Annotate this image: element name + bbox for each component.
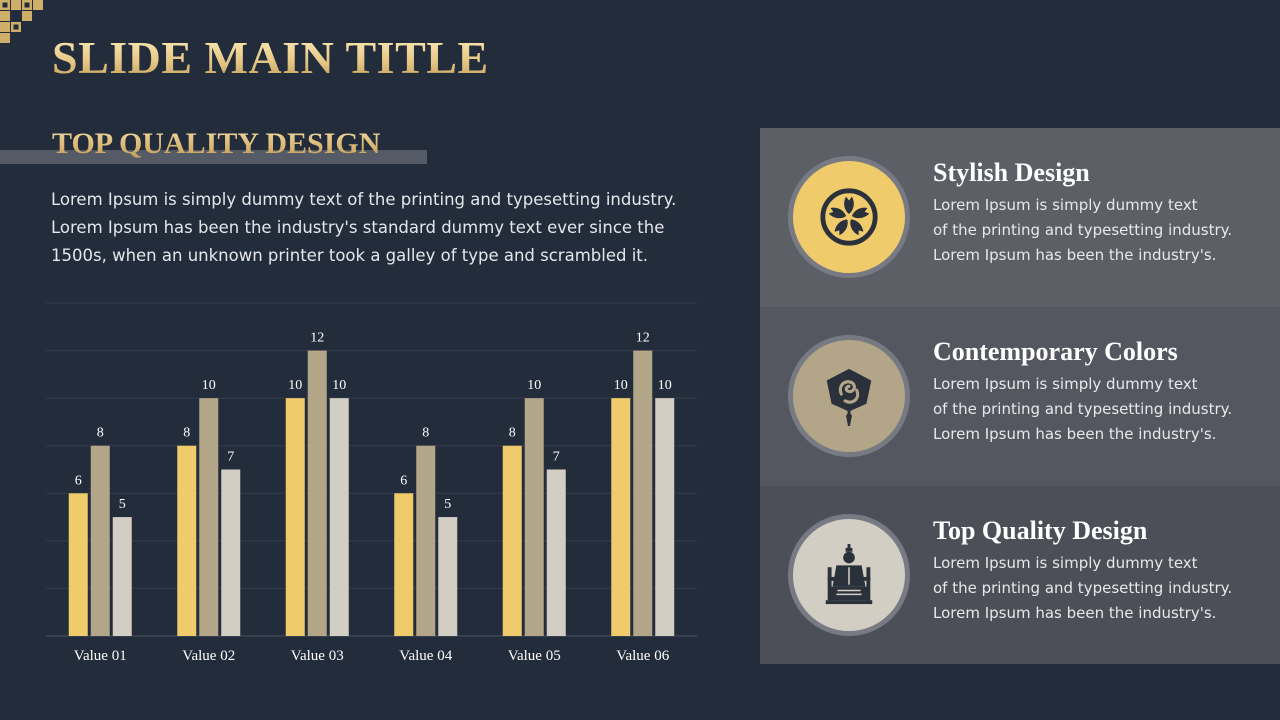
bar-value-label: 7 xyxy=(227,450,234,465)
bar xyxy=(90,445,110,636)
slide-title: SLIDE MAIN TITLE xyxy=(52,30,489,86)
bar-value-label: 10 xyxy=(288,378,302,393)
bar-value-label: 10 xyxy=(614,378,628,393)
bar xyxy=(68,493,88,636)
feature-description: Lorem Ipsum is simply dummy text of the … xyxy=(933,196,1233,264)
bar-value-label: 5 xyxy=(444,497,451,512)
bar xyxy=(524,398,544,636)
feature-description: Lorem Ipsum is simply dummy text of the … xyxy=(933,375,1233,443)
seated-emperor-icon xyxy=(825,544,873,605)
bar xyxy=(416,445,436,636)
bar-value-label: 10 xyxy=(332,378,346,393)
feature-description: Lorem Ipsum is simply dummy text of the … xyxy=(933,554,1233,622)
x-tick-label: Value 05 xyxy=(508,648,561,664)
bar xyxy=(438,517,458,636)
bar xyxy=(394,493,414,636)
bar-value-label: 12 xyxy=(310,331,324,346)
x-tick-label: Value 03 xyxy=(291,648,344,664)
logo-icon xyxy=(0,0,43,43)
feature-panel-colors: Contemporary Colors Lorem Ipsum is simpl… xyxy=(760,307,1280,486)
bar xyxy=(611,398,631,636)
section-subtitle: TOP QUALITY DESIGN xyxy=(52,124,380,164)
bar xyxy=(633,350,653,636)
feature-panel-quality: Top Quality Design Lorem Ipsum is simply… xyxy=(760,486,1280,664)
bar xyxy=(502,445,522,636)
bar xyxy=(199,398,219,636)
bar xyxy=(177,445,197,636)
bar xyxy=(655,398,675,636)
bar-chart: 6 8 5 Value 01 8 10 7 Value 02 10 12 10 Value 03 6 8 5… xyxy=(46,302,697,664)
x-tick-label: Value 04 xyxy=(399,648,452,664)
bar xyxy=(112,517,132,636)
bar-value-label: 10 xyxy=(658,378,672,393)
bar-value-label: 10 xyxy=(527,378,541,393)
bar-value-label: 6 xyxy=(400,473,407,488)
bar-value-label: 8 xyxy=(509,426,516,441)
bar xyxy=(329,398,349,636)
bar xyxy=(546,469,566,636)
bar xyxy=(307,350,327,636)
x-tick-label: Value 02 xyxy=(182,648,235,664)
bar-value-label: 12 xyxy=(636,331,650,346)
x-tick-label: Value 01 xyxy=(74,648,127,664)
feature-panel-stylish: Stylish Design Lorem Ipsum is simply dum… xyxy=(760,128,1280,307)
feature-title: Top Quality Design xyxy=(933,516,1148,545)
feature-icon-circle xyxy=(788,156,910,278)
bar-value-label: 8 xyxy=(97,426,104,441)
bar xyxy=(221,469,241,636)
bar-value-label: 8 xyxy=(422,426,429,441)
subtitle-underline xyxy=(0,150,427,164)
bar xyxy=(285,398,305,636)
bar-value-label: 6 xyxy=(75,473,82,488)
bar-value-label: 10 xyxy=(202,378,216,393)
sakura-crest-icon xyxy=(820,188,878,246)
bar-value-label: 5 xyxy=(119,497,126,512)
feature-icon-circle xyxy=(788,335,910,457)
bar-value-label: 8 xyxy=(183,426,190,441)
feature-title: Contemporary Colors xyxy=(933,337,1178,366)
bar-value-label: 7 xyxy=(553,450,560,465)
x-tick-label: Value 06 xyxy=(616,648,669,664)
ornament-tassel-icon xyxy=(826,368,872,427)
intro-paragraph: Lorem Ipsum is simply dummy text of the … xyxy=(51,190,677,265)
feature-title: Stylish Design xyxy=(933,158,1090,187)
feature-icon-circle xyxy=(788,514,910,636)
